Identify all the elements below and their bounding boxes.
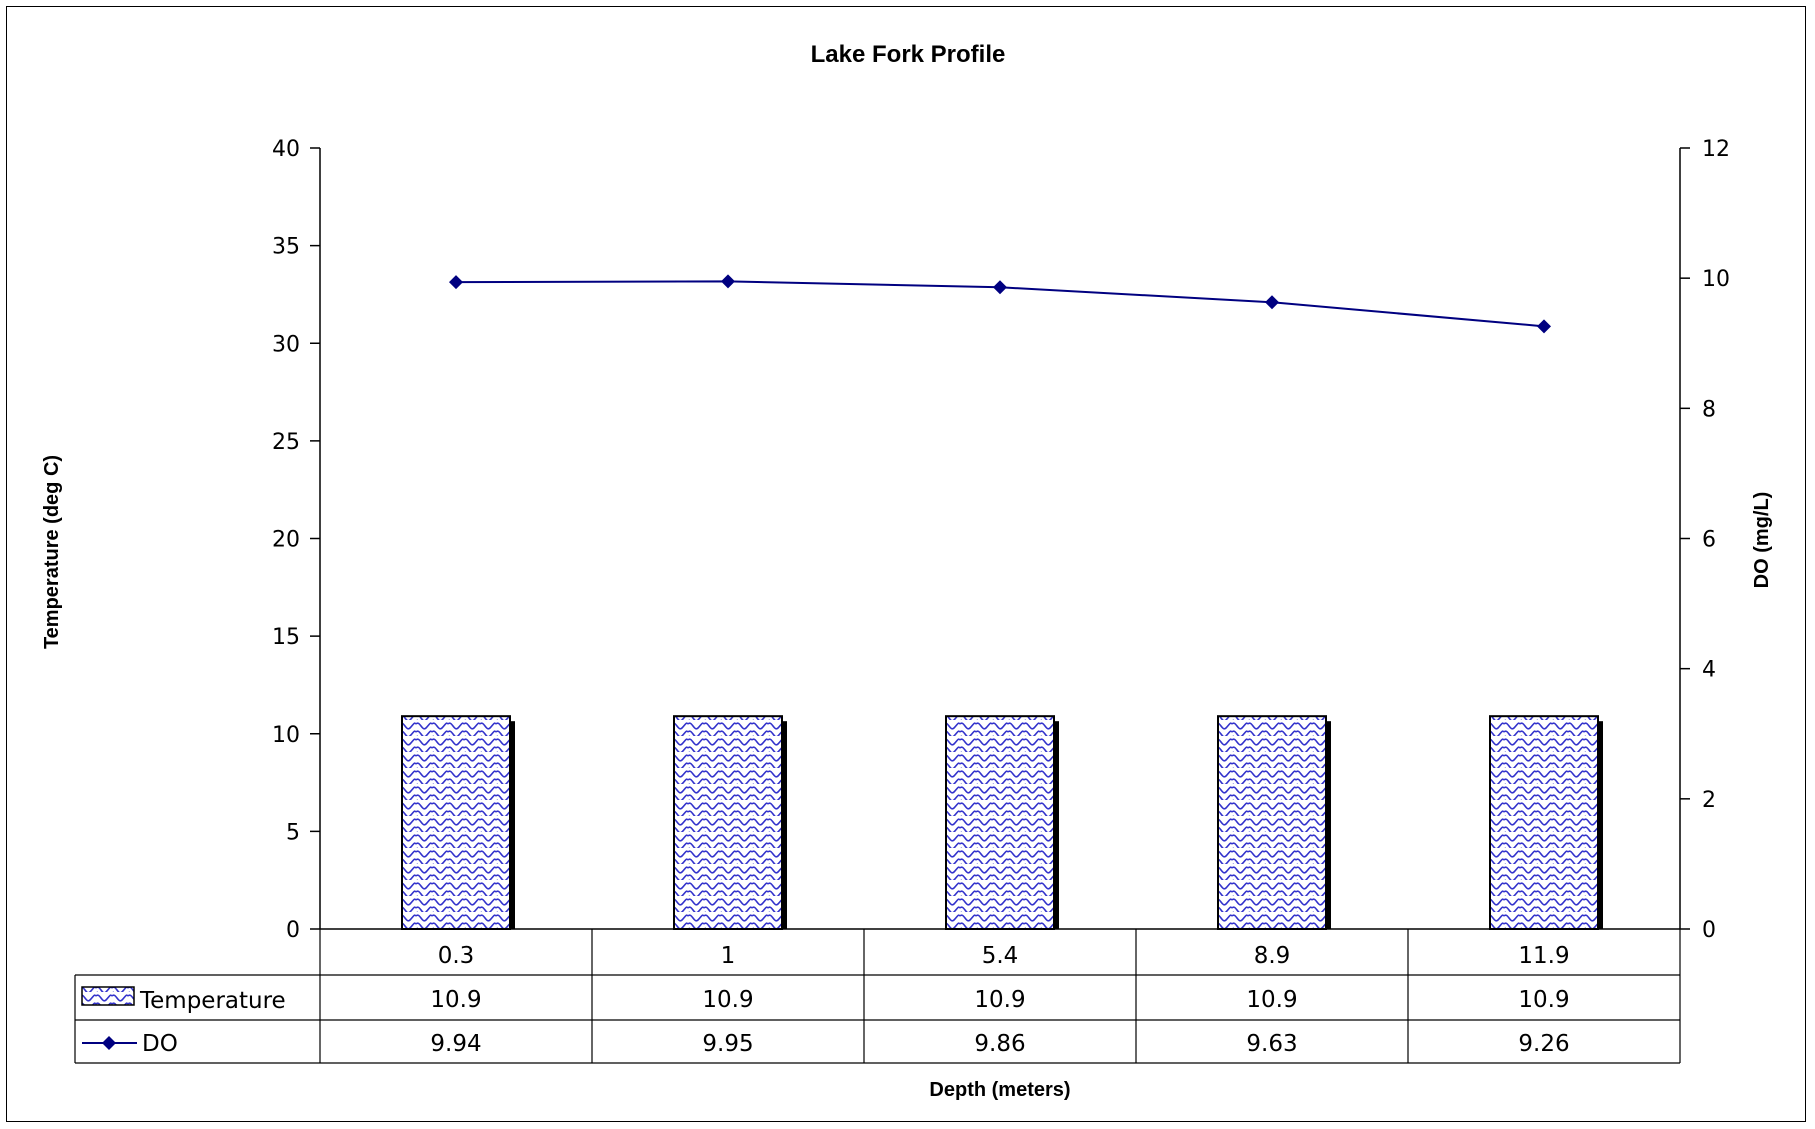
y2-tick-label: 12 <box>1702 137 1730 162</box>
x-tick-label: 1 <box>721 943 736 969</box>
x-tick-label: 5.4 <box>982 943 1019 969</box>
y-tick-label: 35 <box>272 235 300 260</box>
do-marker <box>1265 295 1279 310</box>
y-tick-label: 10 <box>272 723 300 748</box>
temperature-bar <box>401 715 511 930</box>
y-tick-label: 20 <box>272 528 300 553</box>
legend-key-temperature <box>81 986 135 1006</box>
do-cell: 9.63 <box>1246 1031 1297 1057</box>
x-axis-title: Depth (meters) <box>929 1079 1070 1101</box>
temperature-bar <box>673 715 783 930</box>
x-tick-label: 0.3 <box>438 943 475 969</box>
legend-label-temperature: Temperature <box>139 988 286 1014</box>
x-tick-label: 8.9 <box>1254 943 1291 969</box>
do-cell: 9.26 <box>1518 1031 1569 1057</box>
y-tick-label: 30 <box>272 332 300 357</box>
y-tick-label: 0 <box>286 918 300 943</box>
temperature-cell: 10.9 <box>430 987 481 1013</box>
temperature-bar <box>945 715 1055 930</box>
do-cell: 9.86 <box>974 1031 1025 1057</box>
y2-tick-label: 2 <box>1702 788 1716 813</box>
temperature-bar <box>1217 715 1327 930</box>
do-marker <box>993 280 1007 295</box>
y-tick-label: 40 <box>272 137 300 162</box>
plot-area: 0 5 10 15 20 25 30 35 40 0 2 4 6 8 10 12 <box>272 137 1730 943</box>
y2-tick-label: 10 <box>1702 267 1730 292</box>
y2-axis-title: DO (mg/L) <box>1751 492 1773 589</box>
temperature-cell: 10.9 <box>1246 987 1297 1013</box>
y-tick-label: 25 <box>272 430 300 455</box>
temperature-cell: 10.9 <box>1518 987 1569 1013</box>
y2-tick-label: 8 <box>1702 397 1716 422</box>
do-marker <box>1537 319 1551 334</box>
legend-key-do-marker <box>102 1036 116 1050</box>
y2-tick-label: 6 <box>1702 528 1716 553</box>
y-tick-label: 15 <box>272 625 300 650</box>
do-marker <box>449 275 463 290</box>
data-table: 0.3 10.9 9.94 1 10.9 9.95 5.4 10.9 9.86 8.9 10.9 9.… <box>74 929 1681 1064</box>
chart-title: Lake Fork Profile <box>811 41 1006 68</box>
y-tick-label: 5 <box>286 820 300 845</box>
y2-tick-label: 4 <box>1702 658 1716 683</box>
do-marker <box>721 274 735 289</box>
temperature-bar <box>1489 715 1599 930</box>
do-cell: 9.94 <box>430 1031 481 1057</box>
chart-frame <box>6 6 1806 1122</box>
temperature-cell: 10.9 <box>974 987 1025 1013</box>
legend-label-do: DO <box>142 1031 178 1057</box>
y-axis-title: Temperature (deg C) <box>41 455 63 649</box>
x-tick-label: 11.9 <box>1518 943 1569 969</box>
temperature-cell: 10.9 <box>702 987 753 1013</box>
y2-tick-label: 0 <box>1702 918 1716 943</box>
do-cell: 9.95 <box>702 1031 753 1057</box>
